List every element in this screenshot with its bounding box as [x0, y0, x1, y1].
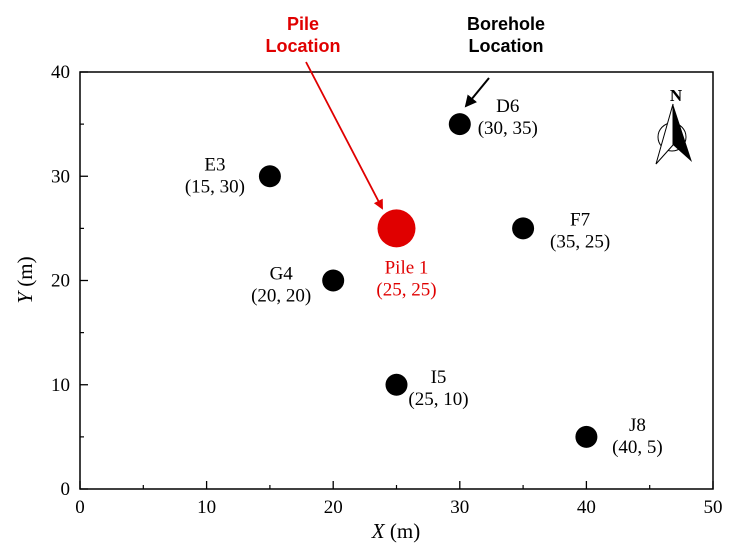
y-tick-labels: 0 10 20 30 40 — [51, 62, 70, 500]
y-tick-label: 10 — [51, 375, 70, 396]
borehole-marker-e3 — [258, 165, 281, 188]
point-name-label: G4 — [270, 264, 294, 285]
x-tick-label: 10 — [197, 497, 216, 518]
y-tick-label: 20 — [51, 271, 70, 292]
point-coord-label: (25, 10) — [408, 389, 468, 410]
borehole-marker-g4 — [322, 269, 345, 292]
axis-ticks — [79, 71, 714, 490]
borehole-annot-arrow — [464, 77, 490, 108]
x-tick-label: 0 — [75, 497, 85, 518]
point-name-label: J8 — [629, 415, 646, 436]
x-tick-label: 20 — [324, 497, 343, 518]
borehole-marker-j8 — [575, 425, 598, 448]
pile-location-annotation: Pile Location — [266, 14, 383, 210]
y-tick-label: 30 — [51, 166, 70, 187]
x-tick-label: 30 — [450, 497, 469, 518]
point-coord-label: (40, 5) — [612, 437, 663, 458]
borehole-annot-line2: Location — [469, 36, 544, 56]
point-coord-label: (35, 25) — [550, 231, 610, 252]
borehole-marker-d6 — [448, 113, 471, 136]
pile-annot-line2: Location — [266, 36, 341, 56]
data-points: D6(30, 35) E3(15, 30) F7(35, 25) G4(20, 20)… — [185, 96, 663, 458]
point-coord-label: (25, 25) — [376, 279, 436, 300]
point-name-label: F7 — [570, 209, 590, 230]
point-name-label: D6 — [496, 96, 519, 117]
borehole-annot-line1: Borehole — [467, 14, 545, 34]
x-tick-label: 50 — [704, 497, 723, 518]
pile-annot-line1: Pile — [287, 14, 319, 34]
borehole-marker-i5 — [385, 373, 408, 396]
pile-marker-pile-1 — [377, 209, 416, 248]
borehole-marker-f7 — [512, 217, 535, 240]
x-tick-label: 40 — [577, 497, 596, 518]
x-axis-title: X (m) — [371, 519, 420, 543]
point-coord-label: (20, 20) — [251, 286, 311, 307]
point-name-label: E3 — [204, 154, 225, 175]
y-tick-label: 40 — [51, 62, 70, 83]
point-name-label: I5 — [431, 367, 447, 388]
pile-annot-arrow — [305, 61, 383, 210]
point-name-label: Pile 1 — [385, 257, 429, 278]
north-label: N — [670, 86, 683, 105]
borehole-location-annotation: Borehole Location — [464, 14, 545, 108]
point-coord-label: (30, 35) — [478, 118, 538, 139]
north-arrow-icon: N — [655, 86, 692, 165]
y-axis-title: Y (m) — [13, 256, 37, 303]
y-tick-label: 0 — [61, 479, 71, 500]
point-coord-label: (15, 30) — [185, 176, 245, 197]
x-tick-labels: 0 10 20 30 40 50 — [75, 497, 722, 518]
